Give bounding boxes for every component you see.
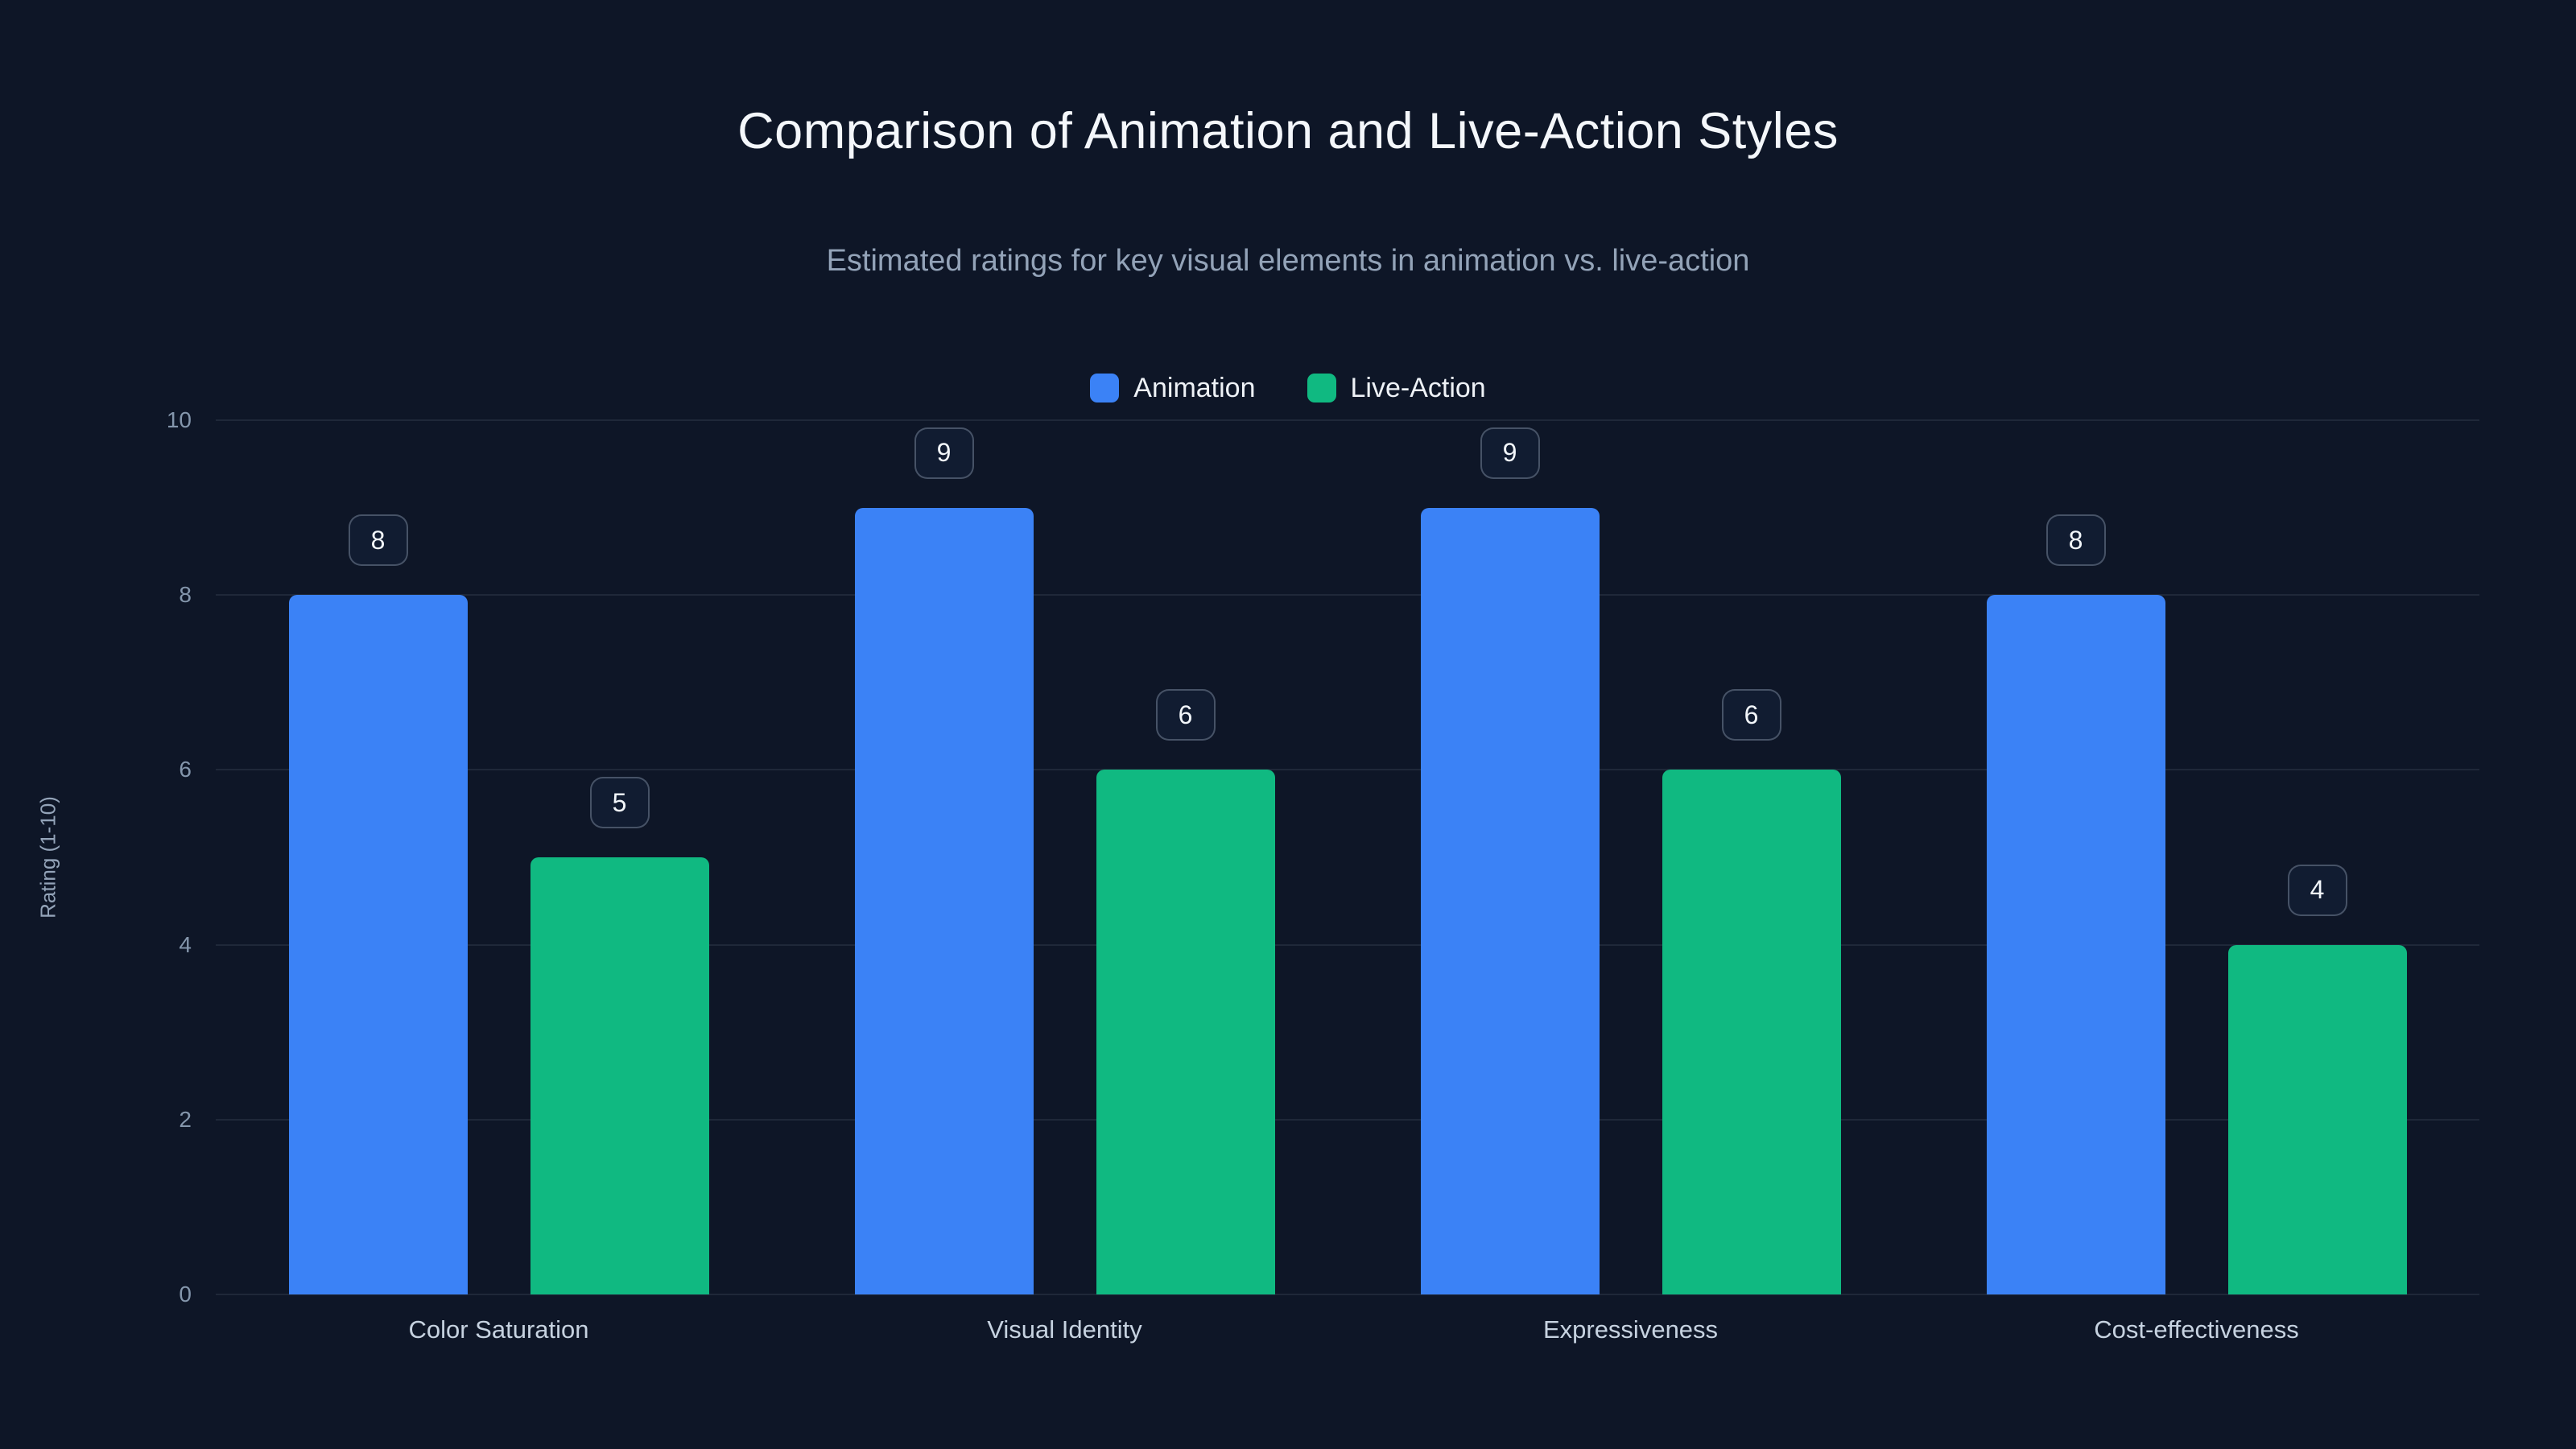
bar-live-action-visual-identity: 6	[1096, 689, 1275, 1294]
value-badge-live-action-color-saturation: 5	[589, 777, 650, 828]
bar-animation-expressiveness: 9	[1420, 427, 1600, 1294]
plot-area: 0 2 4 6 8 10 8 5 9 6 9 6 8 4	[167, 407, 2479, 1307]
gridline-y10	[216, 419, 2479, 421]
legend-label-animation: Animation	[1133, 372, 1256, 403]
x-axis-labels: Color Saturation Visual Identity Expressiv…	[216, 1315, 2479, 1344]
legend-item-live-action[interactable]: Live-Action	[1307, 373, 1486, 404]
y-tick-label-8: 8	[179, 582, 192, 608]
x-axis-label-color-saturation: Color Saturation	[408, 1315, 589, 1344]
bar-live-action-expressiveness: 6	[1662, 689, 1841, 1294]
y-tick-label-4: 4	[179, 931, 192, 957]
value-badge-live-action-expressiveness: 6	[1721, 689, 1781, 741]
legend-item-animation[interactable]: Animation	[1090, 372, 1256, 404]
y-tick-label-2: 2	[179, 1106, 192, 1132]
y-tick-label-10: 10	[166, 407, 192, 432]
value-badge-animation-expressiveness: 9	[1480, 427, 1540, 479]
gridline-y4	[216, 943, 2479, 946]
chart-subtitle: Estimated ratings for key visual element…	[826, 244, 1750, 278]
bar-live-action-cost-effectiveness: 4	[2227, 864, 2407, 1294]
bar-animation-visual-identity: 9	[854, 427, 1034, 1294]
gridline-y6	[216, 769, 2479, 771]
value-badge-live-action-visual-identity: 6	[1155, 689, 1216, 741]
legend-label-live-action: Live-Action	[1350, 372, 1486, 403]
bar-live-action-color-saturation: 5	[530, 777, 709, 1294]
y-axis-title: Rating (1-10)	[35, 796, 60, 919]
gridline-y2	[216, 1118, 2479, 1121]
chart-title: Comparison of Animation and Live-Action …	[737, 103, 1839, 159]
bar-animation-color-saturation: 8	[288, 514, 468, 1294]
y-tick-label-6: 6	[179, 757, 192, 782]
y-tick-label-0: 0	[179, 1282, 192, 1307]
legend-swatch-animation-icon	[1090, 374, 1120, 402]
legend: Animation Live-Action	[0, 370, 2576, 406]
x-axis-label-cost-effectiveness: Cost-effectiveness	[2094, 1315, 2299, 1344]
legend-swatch-live-action-icon	[1307, 374, 1336, 402]
value-badge-animation-cost-effectiveness: 8	[2046, 514, 2106, 567]
gridline-y8	[216, 594, 2479, 597]
value-badge-animation-color-saturation: 8	[348, 514, 408, 567]
value-badge-live-action-cost-effectiveness: 4	[2287, 864, 2347, 916]
bar-animation-cost-effectiveness: 8	[1986, 514, 2165, 1294]
x-axis-label-expressiveness: Expressiveness	[1542, 1315, 1719, 1344]
chart-area: Rating (1-10) 0 2 4 6 8 10 8 5 9 6 9 6 8 4	[36, 407, 2479, 1307]
gridline-y0	[216, 1294, 2479, 1295]
value-badge-animation-visual-identity: 9	[914, 427, 974, 479]
x-axis-label-visual-identity: Visual Identity	[987, 1315, 1142, 1344]
